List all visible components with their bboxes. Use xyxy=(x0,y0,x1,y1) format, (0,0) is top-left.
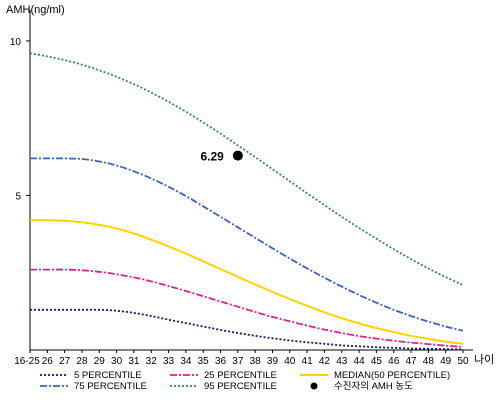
x-tick-label: 43 xyxy=(336,356,348,367)
x-tick-label: 45 xyxy=(371,356,383,367)
x-tick-label: 35 xyxy=(198,356,210,367)
x-tick-label: 34 xyxy=(180,356,192,367)
x-tick-label: 37 xyxy=(232,356,244,367)
y-tick-label: 5 xyxy=(15,191,21,202)
x-tick-label: 48 xyxy=(423,356,435,367)
x-tick-label: 42 xyxy=(319,356,331,367)
x-tick-label: 30 xyxy=(111,356,123,367)
x-tick-label: 31 xyxy=(128,356,140,367)
series-line-median-50-percentile xyxy=(29,219,464,345)
legend: 5 PERCENTILE 25 PERCENTILE MEDIAN(50 PERCE… xyxy=(40,370,450,392)
x-tick-label: 46 xyxy=(388,356,400,367)
series-line-5-percentile xyxy=(30,308,464,351)
x-tick-label: 36 xyxy=(215,356,227,367)
highlight-point xyxy=(232,150,243,161)
legend-label-75-percentile: 75 PERCENTILE xyxy=(74,381,147,392)
axes: AMH(ng/ml) 나이 xyxy=(6,4,494,366)
x-tick-label: 49 xyxy=(440,356,452,367)
y-tick-label: 10 xyxy=(10,37,22,48)
x-tick-label: 16-25 xyxy=(14,356,40,367)
x-tick-label: 40 xyxy=(284,356,296,367)
x-tick-label: 39 xyxy=(267,356,279,367)
x-tick-label: 47 xyxy=(405,356,417,367)
x-tick-label: 27 xyxy=(59,356,71,367)
series-line-25-percentile xyxy=(30,268,464,348)
series-line-95-percentile xyxy=(29,52,464,286)
x-tick-label: 26 xyxy=(42,356,54,367)
legend-label-5-percentile: 5 PERCENTILE xyxy=(74,370,142,381)
legend-label-amh: 수진자의 AMH 농도 xyxy=(334,381,413,392)
x-tick-label: 44 xyxy=(354,356,366,367)
legend-label-95-percentile: 95 PERCENTILE xyxy=(204,381,277,392)
x-tick-label: 41 xyxy=(302,356,314,367)
legend-label-median-50-percentile: MEDIAN(50 PERCENTILE) xyxy=(334,370,450,381)
tick-labels: 5 10 16-25 26 27 28 29 30 31 32 33 34 35 36 37 38 39 40 41… xyxy=(10,37,469,367)
x-tick-label: 33 xyxy=(163,356,175,367)
highlight-point-label: 6.29 xyxy=(200,150,224,164)
legend-swatch-highlight-point xyxy=(310,382,318,390)
highlight-point-group: 6.29 xyxy=(200,150,243,164)
legend-label-25-percentile: 25 PERCENTILE xyxy=(204,370,277,381)
x-tick-label: 29 xyxy=(94,356,106,367)
x-tick-label: 32 xyxy=(146,356,158,367)
series-line-75-percentile xyxy=(30,157,464,332)
y-axis-title: AMH(ng/ml) xyxy=(6,4,65,16)
series-lines xyxy=(29,52,464,351)
x-tick-label: 50 xyxy=(457,356,469,367)
x-tick-label: 28 xyxy=(76,356,88,367)
x-axis-title: 나이 xyxy=(474,353,494,366)
x-tick-label: 38 xyxy=(250,356,262,367)
